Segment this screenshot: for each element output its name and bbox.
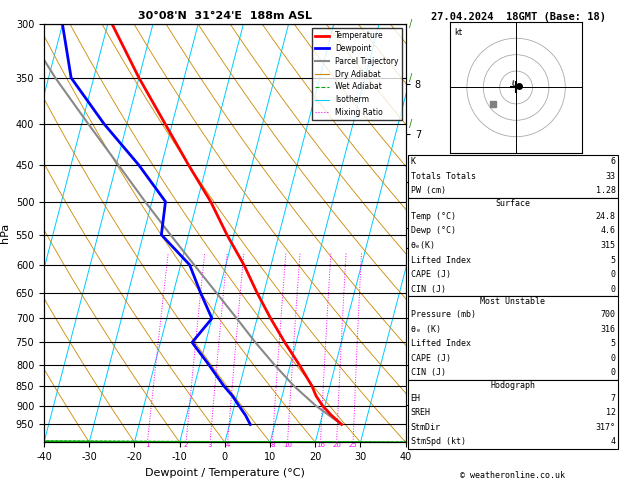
X-axis label: Dewpoint / Temperature (°C): Dewpoint / Temperature (°C) — [145, 468, 305, 478]
Text: θₑ(K): θₑ(K) — [411, 241, 436, 250]
Text: 315: 315 — [601, 241, 616, 250]
Text: LCL: LCL — [435, 338, 450, 347]
Text: /: / — [409, 288, 412, 298]
Text: θₑ (K): θₑ (K) — [411, 325, 441, 333]
Text: 12: 12 — [606, 408, 616, 417]
Text: /: / — [409, 73, 412, 83]
Text: Hodograph: Hodograph — [491, 381, 535, 390]
Text: 317°: 317° — [596, 423, 616, 432]
Text: 7: 7 — [611, 394, 616, 402]
Text: StmSpd (kt): StmSpd (kt) — [411, 437, 465, 446]
Text: 10: 10 — [283, 442, 292, 448]
Text: Dewp (°C): Dewp (°C) — [411, 226, 456, 235]
Text: 24.8: 24.8 — [596, 212, 616, 221]
Text: 20: 20 — [332, 442, 341, 448]
Text: /: / — [409, 360, 412, 370]
Text: K: K — [411, 157, 416, 166]
Text: 8: 8 — [270, 442, 275, 448]
Text: 4.6: 4.6 — [601, 226, 616, 235]
Text: 4: 4 — [225, 442, 230, 448]
Text: PW (cm): PW (cm) — [411, 187, 446, 195]
Text: /: / — [409, 313, 412, 324]
Text: Mixing Ratio (g/kg): Mixing Ratio (g/kg) — [481, 193, 490, 273]
Text: CAPE (J): CAPE (J) — [411, 270, 451, 279]
Text: 0: 0 — [611, 285, 616, 294]
Text: 25: 25 — [348, 442, 357, 448]
Text: Lifted Index: Lifted Index — [411, 339, 470, 348]
Text: © weatheronline.co.uk: © weatheronline.co.uk — [460, 471, 565, 480]
Text: Lifted Index: Lifted Index — [411, 256, 470, 264]
Text: 0: 0 — [611, 270, 616, 279]
Text: 0: 0 — [611, 368, 616, 377]
Text: /: / — [409, 260, 412, 270]
Text: 5: 5 — [611, 256, 616, 264]
Text: 3: 3 — [208, 442, 212, 448]
Text: StmDir: StmDir — [411, 423, 441, 432]
Y-axis label: km
ASL: km ASL — [424, 224, 445, 243]
Text: CAPE (J): CAPE (J) — [411, 354, 451, 363]
Text: CIN (J): CIN (J) — [411, 368, 446, 377]
Text: 1.28: 1.28 — [596, 187, 616, 195]
Text: 316: 316 — [601, 325, 616, 333]
Text: SREH: SREH — [411, 408, 431, 417]
Legend: Temperature, Dewpoint, Parcel Trajectory, Dry Adiabat, Wet Adiabat, Isotherm, Mi: Temperature, Dewpoint, Parcel Trajectory… — [313, 28, 402, 120]
Text: 0: 0 — [611, 354, 616, 363]
Title: 30°08'N  31°24'E  188m ASL: 30°08'N 31°24'E 188m ASL — [138, 11, 312, 21]
Text: kt: kt — [454, 28, 462, 37]
Text: /: / — [409, 400, 412, 411]
Text: Most Unstable: Most Unstable — [481, 297, 545, 306]
Text: /: / — [409, 19, 412, 29]
Text: EH: EH — [411, 394, 421, 402]
Text: 1: 1 — [145, 442, 150, 448]
Text: 16: 16 — [316, 442, 325, 448]
Text: 4: 4 — [611, 437, 616, 446]
Text: Temp (°C): Temp (°C) — [411, 212, 456, 221]
Text: /: / — [409, 419, 412, 430]
Text: /: / — [409, 160, 412, 170]
Y-axis label: hPa: hPa — [0, 223, 10, 243]
Text: 33: 33 — [606, 172, 616, 181]
Text: 6: 6 — [611, 157, 616, 166]
Text: /: / — [409, 381, 412, 391]
Text: Surface: Surface — [496, 199, 530, 208]
Text: 700: 700 — [601, 310, 616, 319]
Text: /: / — [409, 230, 412, 240]
Text: 5: 5 — [611, 339, 616, 348]
Text: /: / — [409, 119, 412, 129]
Text: 27.04.2024  18GMT (Base: 18): 27.04.2024 18GMT (Base: 18) — [431, 12, 606, 22]
Text: 2: 2 — [184, 442, 188, 448]
Text: /: / — [409, 337, 412, 347]
Text: CIN (J): CIN (J) — [411, 285, 446, 294]
Text: /: / — [409, 197, 412, 207]
Text: Pressure (mb): Pressure (mb) — [411, 310, 476, 319]
Text: Totals Totals: Totals Totals — [411, 172, 476, 181]
